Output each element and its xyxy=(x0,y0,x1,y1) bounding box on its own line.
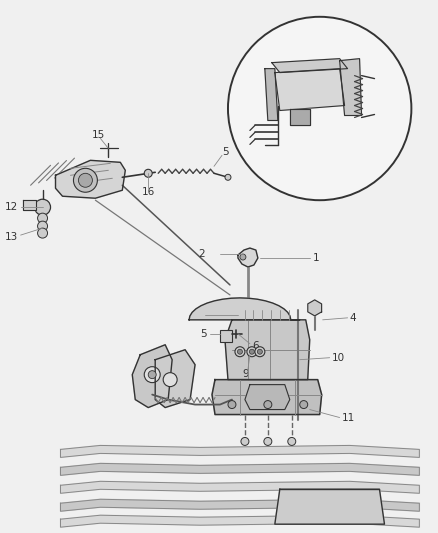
Polygon shape xyxy=(272,59,348,72)
Circle shape xyxy=(228,17,411,200)
Polygon shape xyxy=(308,300,321,316)
Text: 5: 5 xyxy=(222,147,229,157)
Text: 15: 15 xyxy=(92,131,105,140)
Text: 16: 16 xyxy=(141,187,155,197)
Polygon shape xyxy=(275,69,345,110)
Bar xyxy=(220,330,232,342)
Text: 4: 4 xyxy=(350,313,356,323)
Polygon shape xyxy=(245,385,290,409)
Text: 10: 10 xyxy=(332,353,345,363)
Text: 17: 17 xyxy=(352,155,366,165)
Polygon shape xyxy=(275,489,385,524)
Circle shape xyxy=(241,438,249,446)
Circle shape xyxy=(148,370,156,378)
Polygon shape xyxy=(290,109,310,125)
Circle shape xyxy=(78,173,92,187)
Text: 9: 9 xyxy=(243,369,249,378)
Circle shape xyxy=(255,347,265,357)
Polygon shape xyxy=(212,379,321,415)
Polygon shape xyxy=(238,248,258,267)
Text: 12: 12 xyxy=(4,202,18,212)
Text: 3: 3 xyxy=(195,310,202,320)
Circle shape xyxy=(144,367,160,383)
Circle shape xyxy=(300,401,308,409)
Polygon shape xyxy=(189,298,300,320)
Circle shape xyxy=(163,373,177,386)
Circle shape xyxy=(225,174,231,180)
Circle shape xyxy=(237,349,242,354)
Polygon shape xyxy=(60,515,419,527)
Circle shape xyxy=(247,347,257,357)
Polygon shape xyxy=(23,200,35,210)
Text: 17: 17 xyxy=(367,157,381,167)
Text: 1: 1 xyxy=(313,253,319,263)
Circle shape xyxy=(35,199,50,215)
Polygon shape xyxy=(56,160,125,198)
Text: 2: 2 xyxy=(198,249,205,259)
Text: 5: 5 xyxy=(201,329,207,339)
Circle shape xyxy=(38,221,48,231)
Text: 11: 11 xyxy=(342,413,355,423)
Polygon shape xyxy=(339,59,361,116)
Circle shape xyxy=(38,228,48,238)
Polygon shape xyxy=(60,446,419,457)
Circle shape xyxy=(288,438,296,446)
Polygon shape xyxy=(225,320,310,379)
Circle shape xyxy=(144,169,152,177)
Circle shape xyxy=(38,213,48,223)
Circle shape xyxy=(258,349,262,354)
Circle shape xyxy=(264,438,272,446)
Text: 6: 6 xyxy=(252,341,258,351)
Polygon shape xyxy=(60,481,419,493)
Circle shape xyxy=(235,347,245,357)
Polygon shape xyxy=(60,499,419,511)
Polygon shape xyxy=(265,69,278,120)
Circle shape xyxy=(264,401,272,409)
Text: 13: 13 xyxy=(4,232,18,242)
Circle shape xyxy=(74,168,97,192)
Polygon shape xyxy=(60,463,419,475)
Polygon shape xyxy=(155,350,195,408)
Circle shape xyxy=(249,349,254,354)
Polygon shape xyxy=(132,345,172,408)
Circle shape xyxy=(240,254,246,260)
Circle shape xyxy=(228,401,236,409)
